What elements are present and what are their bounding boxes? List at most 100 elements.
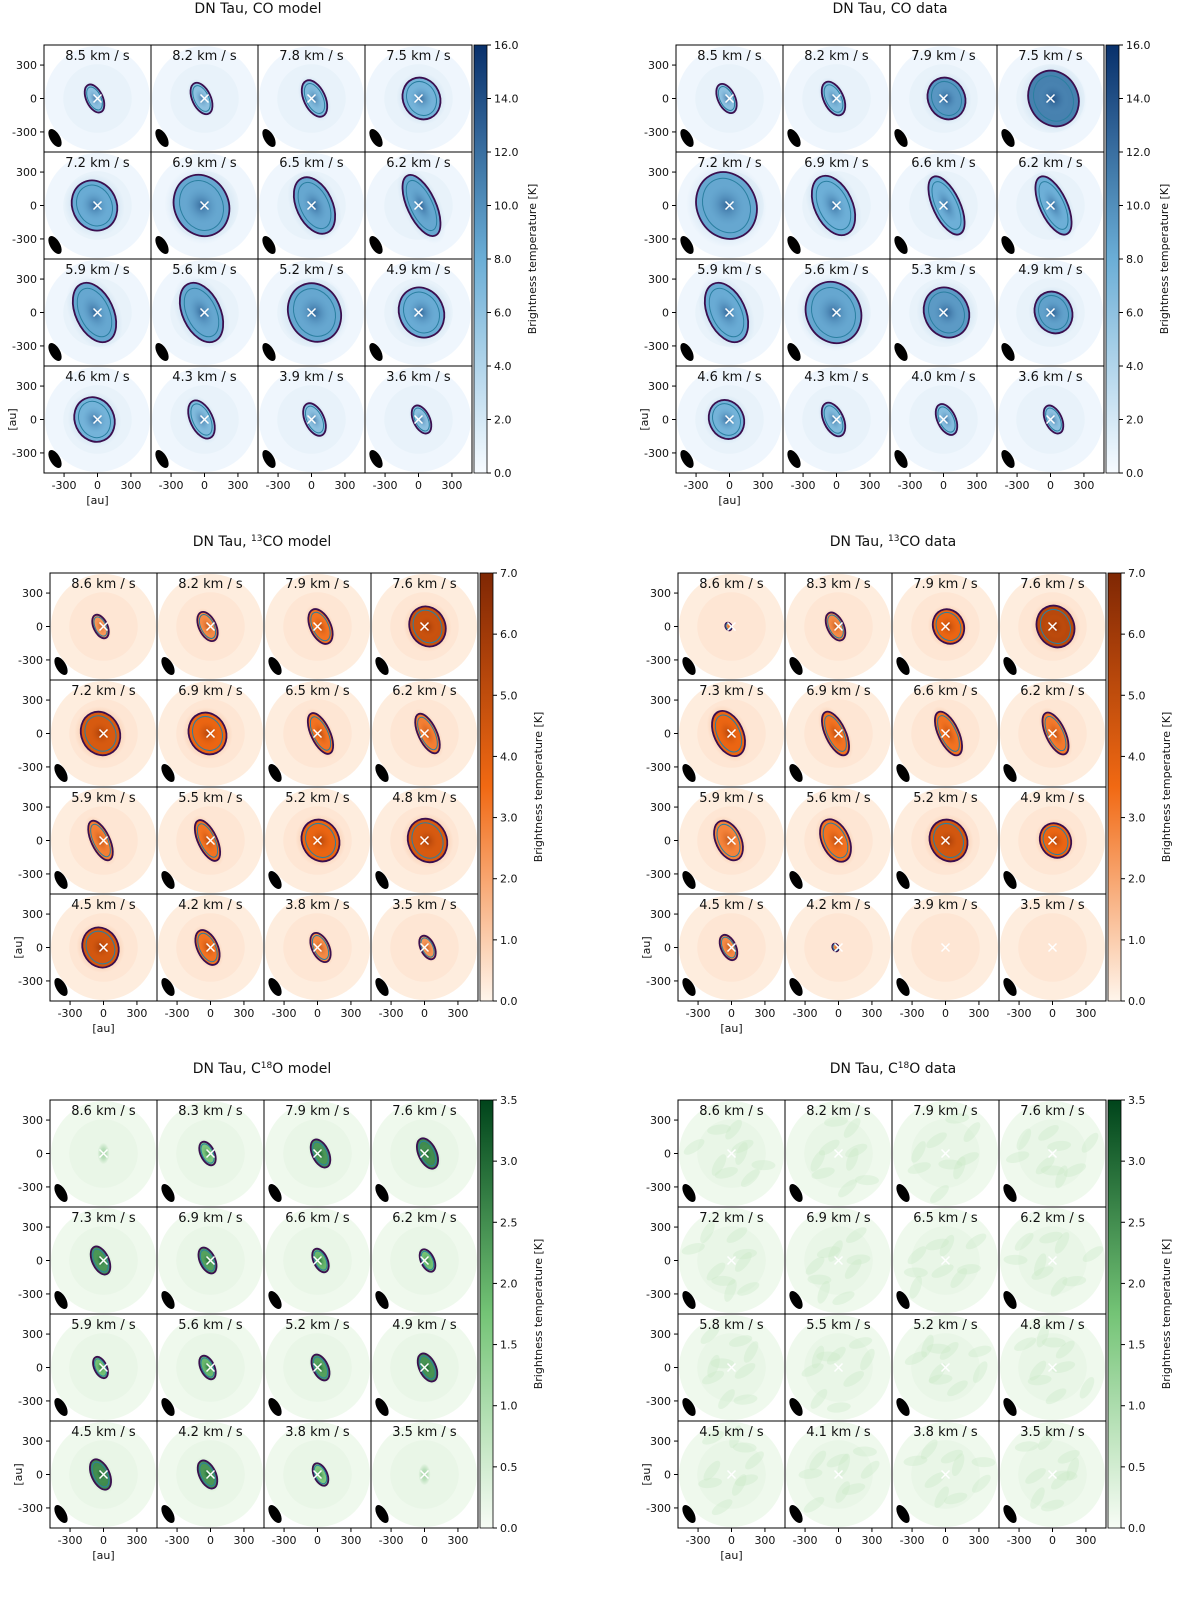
block-title: DN Tau, 13CO data [830,534,957,550]
colorbar-tick-label: 3.5 [500,1094,518,1107]
x-tick-label: 300 [334,479,355,492]
x-tick-label: 300 [340,1007,361,1020]
velocity-label: 7.9 km / s [913,577,978,592]
beam-ellipse [787,449,801,469]
beam-ellipse [680,128,694,148]
y-tick-label: -300 [644,447,669,460]
star-marker [940,1362,951,1373]
channel-panel: 6.5 km / s [263,679,372,788]
x-tick-label: 0 [726,479,733,492]
star-marker [726,1255,737,1266]
channel-panel: 6.9 km / s [156,679,265,788]
colorbar-tick-label: 2.0 [1128,873,1146,886]
star-marker [419,835,430,846]
velocity-label: 4.9 km / s [1018,263,1083,278]
x-tick-label: 300 [752,479,773,492]
star-marker [940,835,951,846]
colorbar-tick-label: 2.0 [494,414,512,427]
x-tick-label: 300 [861,1007,882,1020]
channel-map-block-4: DN Tau, C18O model 8.6 km / s -300 0 300 8.3 … [12,1061,545,1562]
star-marker [419,1148,430,1159]
star-marker [199,93,210,104]
emission-mark [805,168,862,243]
channel-map-block-5: DN Tau, C18O data 8.6 km / s -300 0 300 8.2 k… [640,1061,1173,1562]
x-tick-label: 0 [728,1534,735,1547]
channel-panel: 7.8 km / s [257,44,366,153]
emission-mark [1040,401,1067,438]
channel-panel: 7.2 km / s -300 0 300 [12,151,152,260]
channel-panel: 8.2 km / s [156,572,265,681]
y-tick-label: 0 [30,414,37,427]
emission-mark [907,1113,981,1204]
beam-ellipse [161,1183,175,1203]
channel-panel: 7.5 km / s [996,44,1105,153]
star-marker [1047,1148,1058,1159]
velocity-label: 3.5 km / s [392,898,457,913]
channel-panel: 8.2 km / s [782,44,891,153]
x-axis-label: [au] [92,1549,114,1562]
channel-panel: 8.2 km / s [784,1099,893,1208]
x-tick-label: 300 [126,1007,147,1020]
colorbar-tick-label: 8.0 [1126,253,1144,266]
beam-ellipse [896,977,910,997]
colorbar: 0.0 0.5 1.0 1.5 2.0 2.5 3.0 3.5 Brightness tempe… [1107,1094,1173,1535]
star-marker [312,728,323,739]
x-tick-label: 300 [1075,1534,1096,1547]
emission-mark [414,1349,441,1386]
colorbar-tick-label: 6.0 [1126,307,1144,320]
channel-panel: 5.6 km / s [150,258,259,367]
channel-panel: 4.6 km / s -300 0 300 -300 0 300 [644,365,784,492]
channel-panel: 4.5 km / s -300 0 300 -300 0 300 [646,893,786,1020]
beam-ellipse [268,656,282,676]
velocity-label: 5.6 km / s [178,1318,243,1333]
y-tick-label: 0 [662,93,669,106]
x-tick-label: -300 [686,1007,711,1020]
colorbar-tick-label: 1.5 [1128,1339,1146,1352]
channel-panel: 3.6 km / s -300 0 300 [364,365,473,492]
beam-ellipse [896,1183,910,1203]
velocity-label: 5.9 km / s [697,263,762,278]
beam-ellipse [682,1397,696,1417]
emission-mark [818,77,849,120]
channel-map-block-1: DN Tau, CO data 8.5 km / s -300 0 300 8.2 km … [638,1,1171,507]
star-marker [312,1148,323,1159]
emission-mark [801,1337,875,1413]
channel-panel: 4.5 km / s -300 0 300 -300 0 300 [646,1420,786,1547]
beam-ellipse [375,1397,389,1417]
star-marker [98,728,109,739]
beam-ellipse [155,235,169,255]
y-tick-label: 0 [664,942,671,955]
emission-mark [923,814,974,867]
block-title: DN Tau, CO model [194,1,321,17]
emission-mark [716,931,741,964]
velocity-label: 5.2 km / s [279,263,344,278]
y-tick-label: 0 [664,835,671,848]
channel-panel: 7.6 km / s [998,1099,1107,1208]
colorbar-tick-label: 6.0 [494,307,512,320]
y-tick-label: 300 [16,166,37,179]
y-tick-label: 300 [16,380,37,393]
y-tick-label: -300 [12,340,37,353]
emission-mark [916,280,977,345]
star-marker [98,1469,109,1480]
channel-panel: 7.2 km / s -300 0 300 [18,679,158,788]
beam-ellipse [54,656,68,676]
emission-mark [307,929,334,966]
star-marker [205,728,216,739]
channel-panel: 4.9 km / s [370,1313,479,1422]
beam-ellipse [1001,235,1015,255]
colorbar-tick-label: 5.0 [500,689,518,702]
beam-ellipse [268,1397,282,1417]
y-tick-label: -300 [12,447,37,460]
star-marker [98,1148,109,1159]
beam-ellipse [262,128,276,148]
beam-ellipse [896,1504,910,1524]
x-tick-label: 0 [421,1007,428,1020]
emission-mark [310,1460,331,1489]
velocity-label: 7.9 km / s [285,1104,350,1119]
velocity-label: 4.5 km / s [71,898,136,913]
velocity-label: 6.9 km / s [178,684,243,699]
star-marker [98,1255,109,1266]
channel-panel: 4.0 km / s -300 0 300 [889,365,998,492]
velocity-label: 4.0 km / s [911,370,976,385]
